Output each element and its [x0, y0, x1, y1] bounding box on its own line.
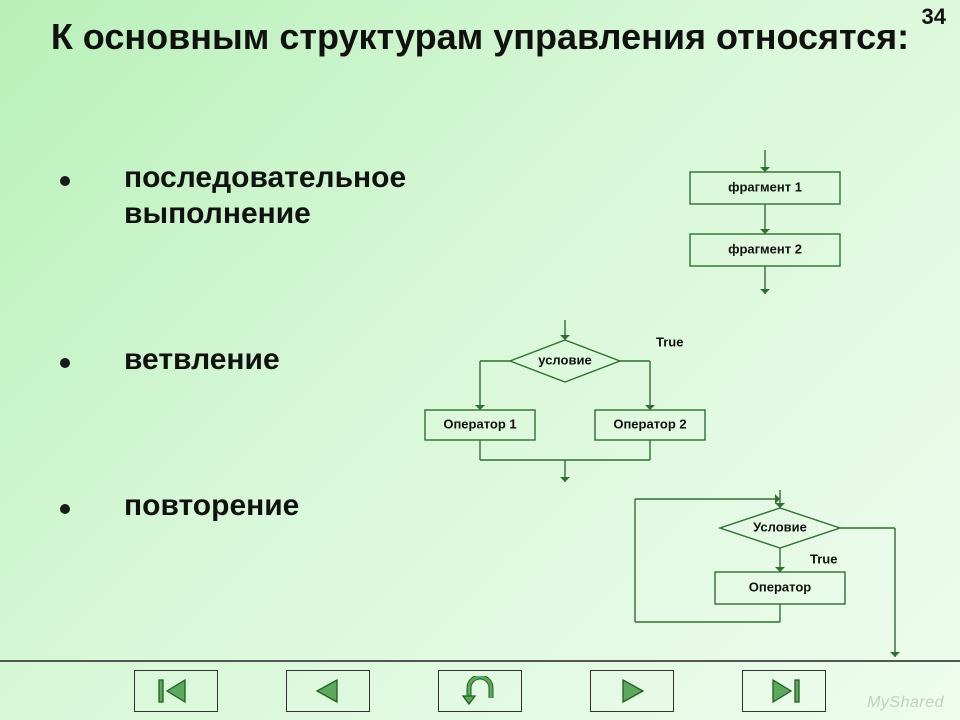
svg-text:Оператор 2: Оператор 2 [613, 416, 686, 431]
nav-prev-icon [303, 676, 353, 706]
branch-diagram: условие True Оператор 1 Оператор 2 [395, 320, 735, 505]
nav-last-button[interactable] [742, 670, 826, 712]
nav-prev-button[interactable] [286, 670, 370, 712]
svg-text:True: True [810, 551, 837, 566]
watermark: MyShared [867, 694, 944, 712]
svg-text:Условие: Условие [753, 519, 807, 534]
slide: 34 К основным структурам управления отно… [0, 0, 960, 720]
nav-next-button[interactable] [590, 670, 674, 712]
nav-home-button[interactable] [438, 670, 522, 712]
bullet-dot-icon [60, 504, 70, 514]
nav-first-icon [151, 676, 201, 706]
svg-text:Оператор: Оператор [749, 579, 812, 594]
slide-title: К основным структурам управления относят… [0, 14, 960, 59]
bullet-item: последовательное выполнение [60, 160, 480, 232]
nav-next-icon [607, 676, 657, 706]
bullet-text: последовательное выполнение [124, 160, 406, 232]
bullet-dot-icon [60, 358, 70, 368]
svg-text:Оператор 1: Оператор 1 [443, 416, 516, 431]
svg-text:условие: условие [538, 352, 591, 367]
sequence-diagram: фрагмент 1 фрагмент 2 [645, 150, 885, 320]
nav-home-icon [455, 676, 505, 706]
svg-text:фрагмент 2: фрагмент 2 [728, 241, 802, 256]
bullet-text: ветвление [124, 342, 280, 378]
nav-first-button[interactable] [134, 670, 218, 712]
nav-last-icon [759, 676, 809, 706]
bullet-text: повторение [124, 488, 299, 524]
nav-bar [0, 660, 960, 720]
bullet-dot-icon [60, 176, 70, 186]
loop-diagram: Условие True Оператор [610, 490, 910, 665]
svg-text:True: True [656, 334, 683, 349]
svg-text:фрагмент 1: фрагмент 1 [728, 179, 802, 194]
